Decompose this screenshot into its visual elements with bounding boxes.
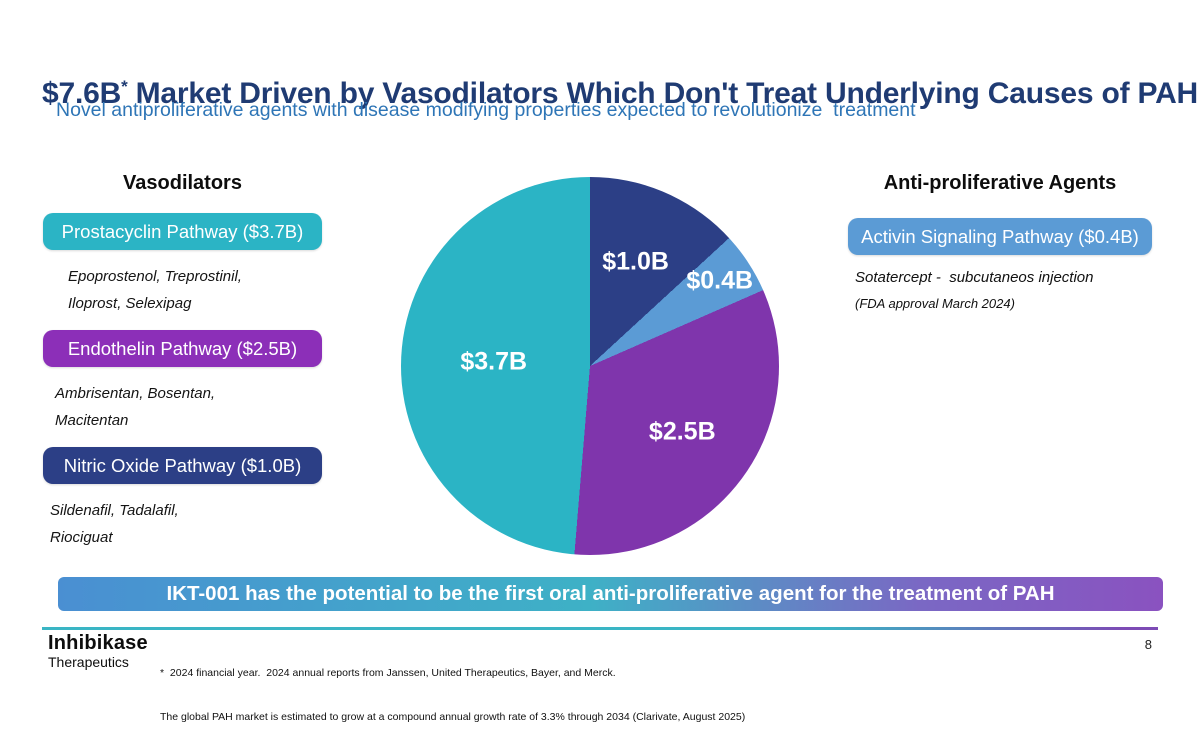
- drug-list-line: Ambrisentan, Bosentan,: [55, 385, 216, 402]
- subtitle: Novel antiproliferative agents with dise…: [56, 99, 916, 121]
- logo-company-suffix: Therapeutics: [48, 654, 129, 670]
- drug-list-line: Riociguat: [50, 529, 113, 546]
- title-text: Market Driven by Vasodilators Which Don'…: [127, 77, 1199, 111]
- drug-list-line: Iloprost, Selexipag: [68, 295, 192, 312]
- pathway-box-activin: Activin Signaling Pathway ($0.4B): [848, 218, 1152, 255]
- page-number: 8: [1144, 637, 1152, 652]
- nitric-oxide-drug-list: Sildenafil, Tadalafil, Riociguat: [50, 497, 322, 551]
- title-amount: $7.6B: [42, 77, 122, 111]
- footnote-line: The global PAH market is estimated to gr…: [160, 710, 746, 723]
- pathway-box-endothelin: Endothelin Pathway ($2.5B): [43, 330, 322, 367]
- footnote-line: * 2024 financial year. 2024 annual repor…: [160, 667, 616, 679]
- footnote: * 2024 financial year. 2024 annual repor…: [160, 637, 745, 753]
- banner: IKT-001 has the potential to be the firs…: [58, 577, 1163, 611]
- antiproliferative-column: Anti-proliferative Agents Activin Signal…: [848, 170, 1152, 311]
- antiproliferative-heading: Anti-proliferative Agents: [883, 172, 1117, 194]
- prostacyclin-drug-list: Epoprostenol, Treprostinil, Iloprost, Se…: [68, 263, 322, 317]
- vasodilators-column: Vasodilators Prostacyclin Pathway ($3.7B…: [43, 170, 322, 564]
- company-logo: Inhibikase Therapeutics: [48, 632, 148, 671]
- nitric-oxide-group: Nitric Oxide Pathway ($1.0B) Sildenafil,…: [43, 447, 322, 551]
- endothelin-drug-list: Ambrisentan, Bosentan, Macitentan: [55, 380, 322, 434]
- sotatercept-note: Sotatercept - subcutaneos injection: [855, 269, 1094, 286]
- vasodilators-heading: Vasodilators: [123, 172, 242, 194]
- pie-chart: [401, 177, 779, 555]
- logo-company-name: Inhibikase: [48, 632, 148, 654]
- drug-list-line: Macitentan: [55, 412, 129, 429]
- drug-list-line: Epoprostenol, Treprostinil,: [68, 268, 242, 285]
- prostacyclin-group: Prostacyclin Pathway ($3.7B) Epoprosteno…: [43, 213, 322, 317]
- banner-text: IKT-001 has the potential to be the firs…: [166, 582, 1055, 605]
- pathway-box-prostacyclin: Prostacyclin Pathway ($3.7B): [43, 213, 322, 250]
- pathway-box-nitric-oxide: Nitric Oxide Pathway ($1.0B): [43, 447, 322, 484]
- fda-approval-note: (FDA approval March 2024): [855, 296, 1015, 311]
- endothelin-group: Endothelin Pathway ($2.5B) Ambrisentan, …: [43, 330, 322, 434]
- slide: $7.6B* Market Driven by Vasodilators Whi…: [42, 77, 1198, 723]
- footer-separator-line: [42, 627, 1158, 630]
- page-title: $7.6B* Market Driven by Vasodilators Whi…: [42, 77, 1198, 111]
- pah-market-pie-chart: $1.0B $0.4B $2.5B $3.7B: [401, 177, 779, 555]
- title-footnote-asterisk: *: [121, 77, 128, 97]
- drug-list-line: Sildenafil, Tadalafil,: [50, 502, 179, 519]
